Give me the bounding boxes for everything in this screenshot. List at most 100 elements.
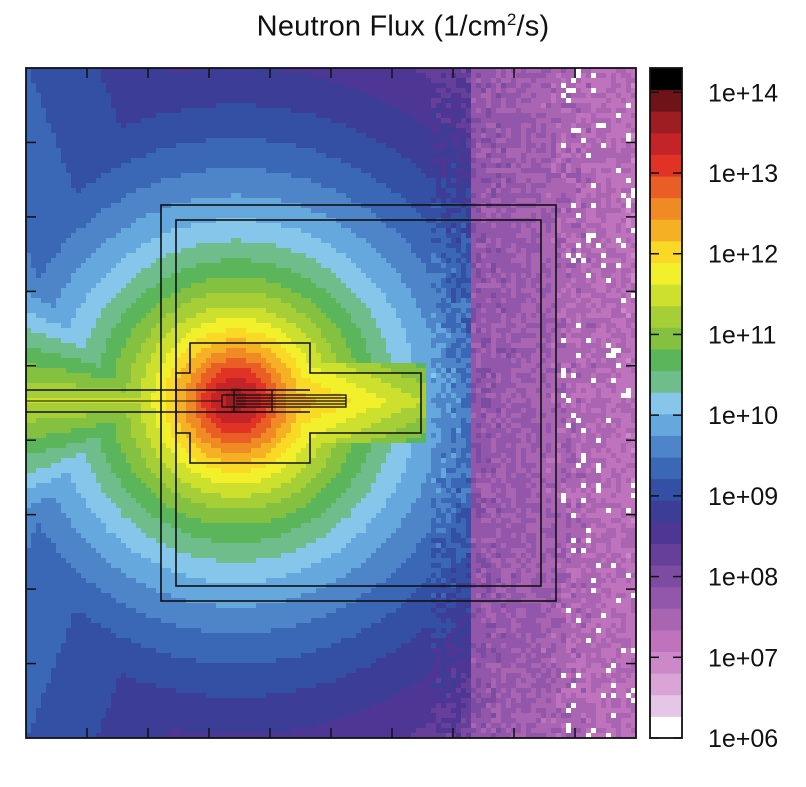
flux-cell [576, 248, 582, 254]
flux-cell [356, 268, 362, 274]
flux-cell [231, 123, 237, 129]
flux-cell [486, 248, 492, 254]
flux-cell [146, 158, 152, 164]
flux-cell [166, 213, 172, 219]
flux-cell [426, 68, 432, 74]
flux-cell [171, 163, 177, 169]
flux-cell [136, 138, 142, 144]
flux-cell [601, 93, 607, 99]
flux-cell [116, 253, 122, 259]
flux-cell [621, 213, 627, 219]
flux-cell [186, 158, 192, 164]
flux-cell [406, 103, 412, 109]
flux-cell [346, 228, 352, 234]
flux-cell [156, 268, 162, 274]
flux-cell [531, 138, 537, 144]
flux-cell [436, 133, 442, 139]
flux-cell [61, 248, 67, 254]
flux-cell [301, 223, 307, 229]
flux-cell [176, 228, 182, 234]
flux-cell [341, 108, 347, 114]
flux-cell [471, 268, 477, 274]
flux-cell [616, 188, 622, 194]
flux-cell [326, 163, 332, 169]
flux-cell [591, 73, 597, 79]
flux-cell [411, 213, 417, 219]
flux-cell [501, 208, 507, 214]
flux-cell [621, 93, 627, 99]
flux-cell [311, 198, 317, 204]
flux-cell [326, 193, 332, 199]
flux-cell [166, 233, 172, 239]
flux-cell [291, 223, 297, 229]
flux-cell [71, 123, 77, 129]
flux-cell [51, 173, 57, 179]
flux-cell [576, 148, 582, 154]
flux-cell [236, 263, 242, 269]
flux-cell [326, 188, 332, 194]
flux-cell [421, 253, 427, 259]
flux-cell [626, 203, 632, 209]
flux-cell [126, 98, 132, 104]
flux-cell [81, 118, 87, 124]
flux-cell [291, 198, 297, 204]
flux-cell [86, 113, 92, 119]
flux-cell [396, 198, 402, 204]
flux-cell [571, 158, 577, 164]
flux-cell [611, 253, 617, 259]
flux-cell [421, 128, 427, 134]
flux-cell [571, 148, 577, 154]
flux-cell [631, 173, 636, 179]
flux-cell [541, 73, 547, 79]
flux-cell [561, 198, 567, 204]
flux-cell [281, 93, 287, 99]
flux-cell [246, 88, 252, 94]
flux-cell [316, 253, 322, 259]
flux-cell [541, 243, 547, 249]
flux-cell [76, 123, 82, 129]
flux-cell [146, 103, 152, 109]
flux-field [26, 68, 636, 738]
flux-cell [481, 198, 487, 204]
flux-cell [26, 138, 32, 144]
flux-cell [471, 193, 477, 199]
flux-cell [631, 213, 636, 219]
flux-cell [146, 178, 152, 184]
flux-cell [216, 233, 222, 239]
flux-cell [231, 98, 237, 104]
flux-cell [586, 98, 592, 104]
flux-cell [506, 83, 512, 89]
flux-cell [176, 208, 182, 214]
flux-cell [126, 258, 132, 264]
flux-cell [131, 238, 137, 244]
flux-cell [626, 68, 632, 74]
flux-cell [626, 243, 632, 249]
flux-cell [121, 128, 127, 134]
flux-cell [621, 143, 627, 149]
flux-cell [386, 258, 392, 264]
flux-cell [446, 233, 452, 239]
flux-cell [176, 238, 182, 244]
flux-cell [501, 233, 507, 239]
flux-cell [256, 73, 262, 79]
flux-cell [301, 133, 307, 139]
flux-cell [571, 183, 577, 189]
flux-cell [306, 98, 312, 104]
flux-cell [131, 168, 137, 174]
flux-cell [386, 153, 392, 159]
flux-cell [296, 153, 302, 159]
flux-cell [351, 88, 357, 94]
flux-cell [436, 78, 442, 84]
flux-cell [556, 188, 562, 194]
flux-cell [276, 243, 282, 249]
flux-cell [526, 243, 532, 249]
flux-cell [466, 128, 472, 134]
flux-cell [576, 153, 582, 159]
flux-cell [481, 88, 487, 94]
flux-cell [41, 198, 47, 204]
flux-cell [326, 243, 332, 249]
flux-cell [571, 173, 577, 179]
flux-cell [401, 98, 407, 104]
flux-cell [311, 153, 317, 159]
flux-cell [596, 248, 602, 254]
